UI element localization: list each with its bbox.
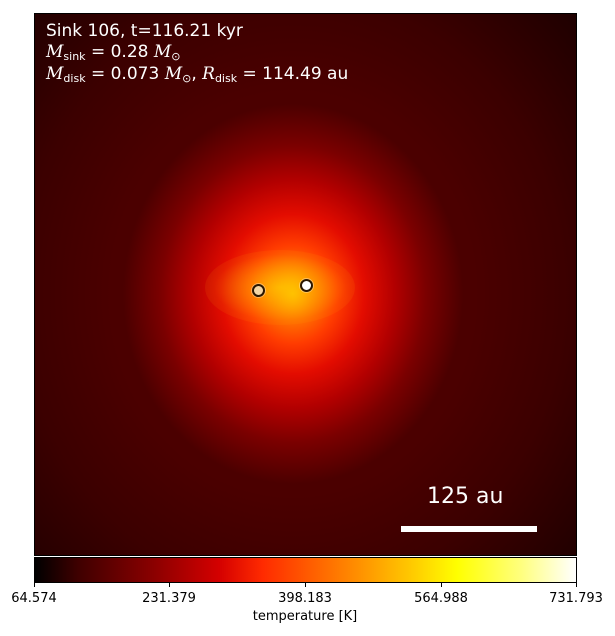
disk-radius-symbol: R (202, 64, 215, 84)
disk-radius-value: = 114.49 au (237, 64, 349, 84)
disk-mass-symbol: M (46, 64, 64, 84)
colorbar-tick (34, 582, 35, 587)
sink-mass-value: = 0.28 (85, 42, 154, 62)
colorbar-tick (441, 582, 442, 587)
colorbar-tick-label: 731.793 (549, 591, 603, 606)
colorbar-tick (576, 582, 577, 587)
sink-mass-label: Msink = 0.28 M⊙ (46, 42, 181, 64)
temperature-map: Sink 106, t=116.21 kyr Msink = 0.28 M⊙ M… (34, 13, 577, 556)
disk-solar-mass-subscript: ⊙ (182, 72, 192, 85)
scale-bar-label: 125 au (427, 484, 504, 509)
disk-radius-subscript: disk (214, 72, 238, 85)
solar-mass-symbol: M (153, 42, 172, 62)
sink-title: Sink 106, t=116.21 kyr (46, 21, 243, 41)
disk-label: Mdisk = 0.073 M⊙, Rdisk = 114.49 au (46, 64, 349, 86)
colorbar-tick-label: 231.379 (142, 591, 196, 606)
sink-marker (252, 284, 265, 297)
colorbar-tick-label: 564.988 (414, 591, 468, 606)
disk-separator: , (191, 64, 203, 84)
colorbar-tick (169, 582, 170, 587)
solar-mass-subscript: ⊙ (171, 50, 181, 63)
disk-mass-value: = 0.073 (85, 64, 165, 84)
colorbar-tick-label: 64.574 (11, 591, 57, 606)
colorbar-tick-label: 398.183 (278, 591, 332, 606)
disk-solar-mass-symbol: M (164, 64, 183, 84)
sink-mass-subscript: sink (63, 50, 86, 63)
sink-marker (300, 279, 313, 292)
colorbar-tick (305, 582, 306, 587)
sink-mass-symbol: M (46, 42, 64, 62)
disk-mass-subscript: disk (63, 72, 86, 85)
colorbar-label: temperature [K] (252, 609, 358, 624)
scale-bar (401, 526, 537, 532)
temperature-colorbar (34, 557, 577, 583)
